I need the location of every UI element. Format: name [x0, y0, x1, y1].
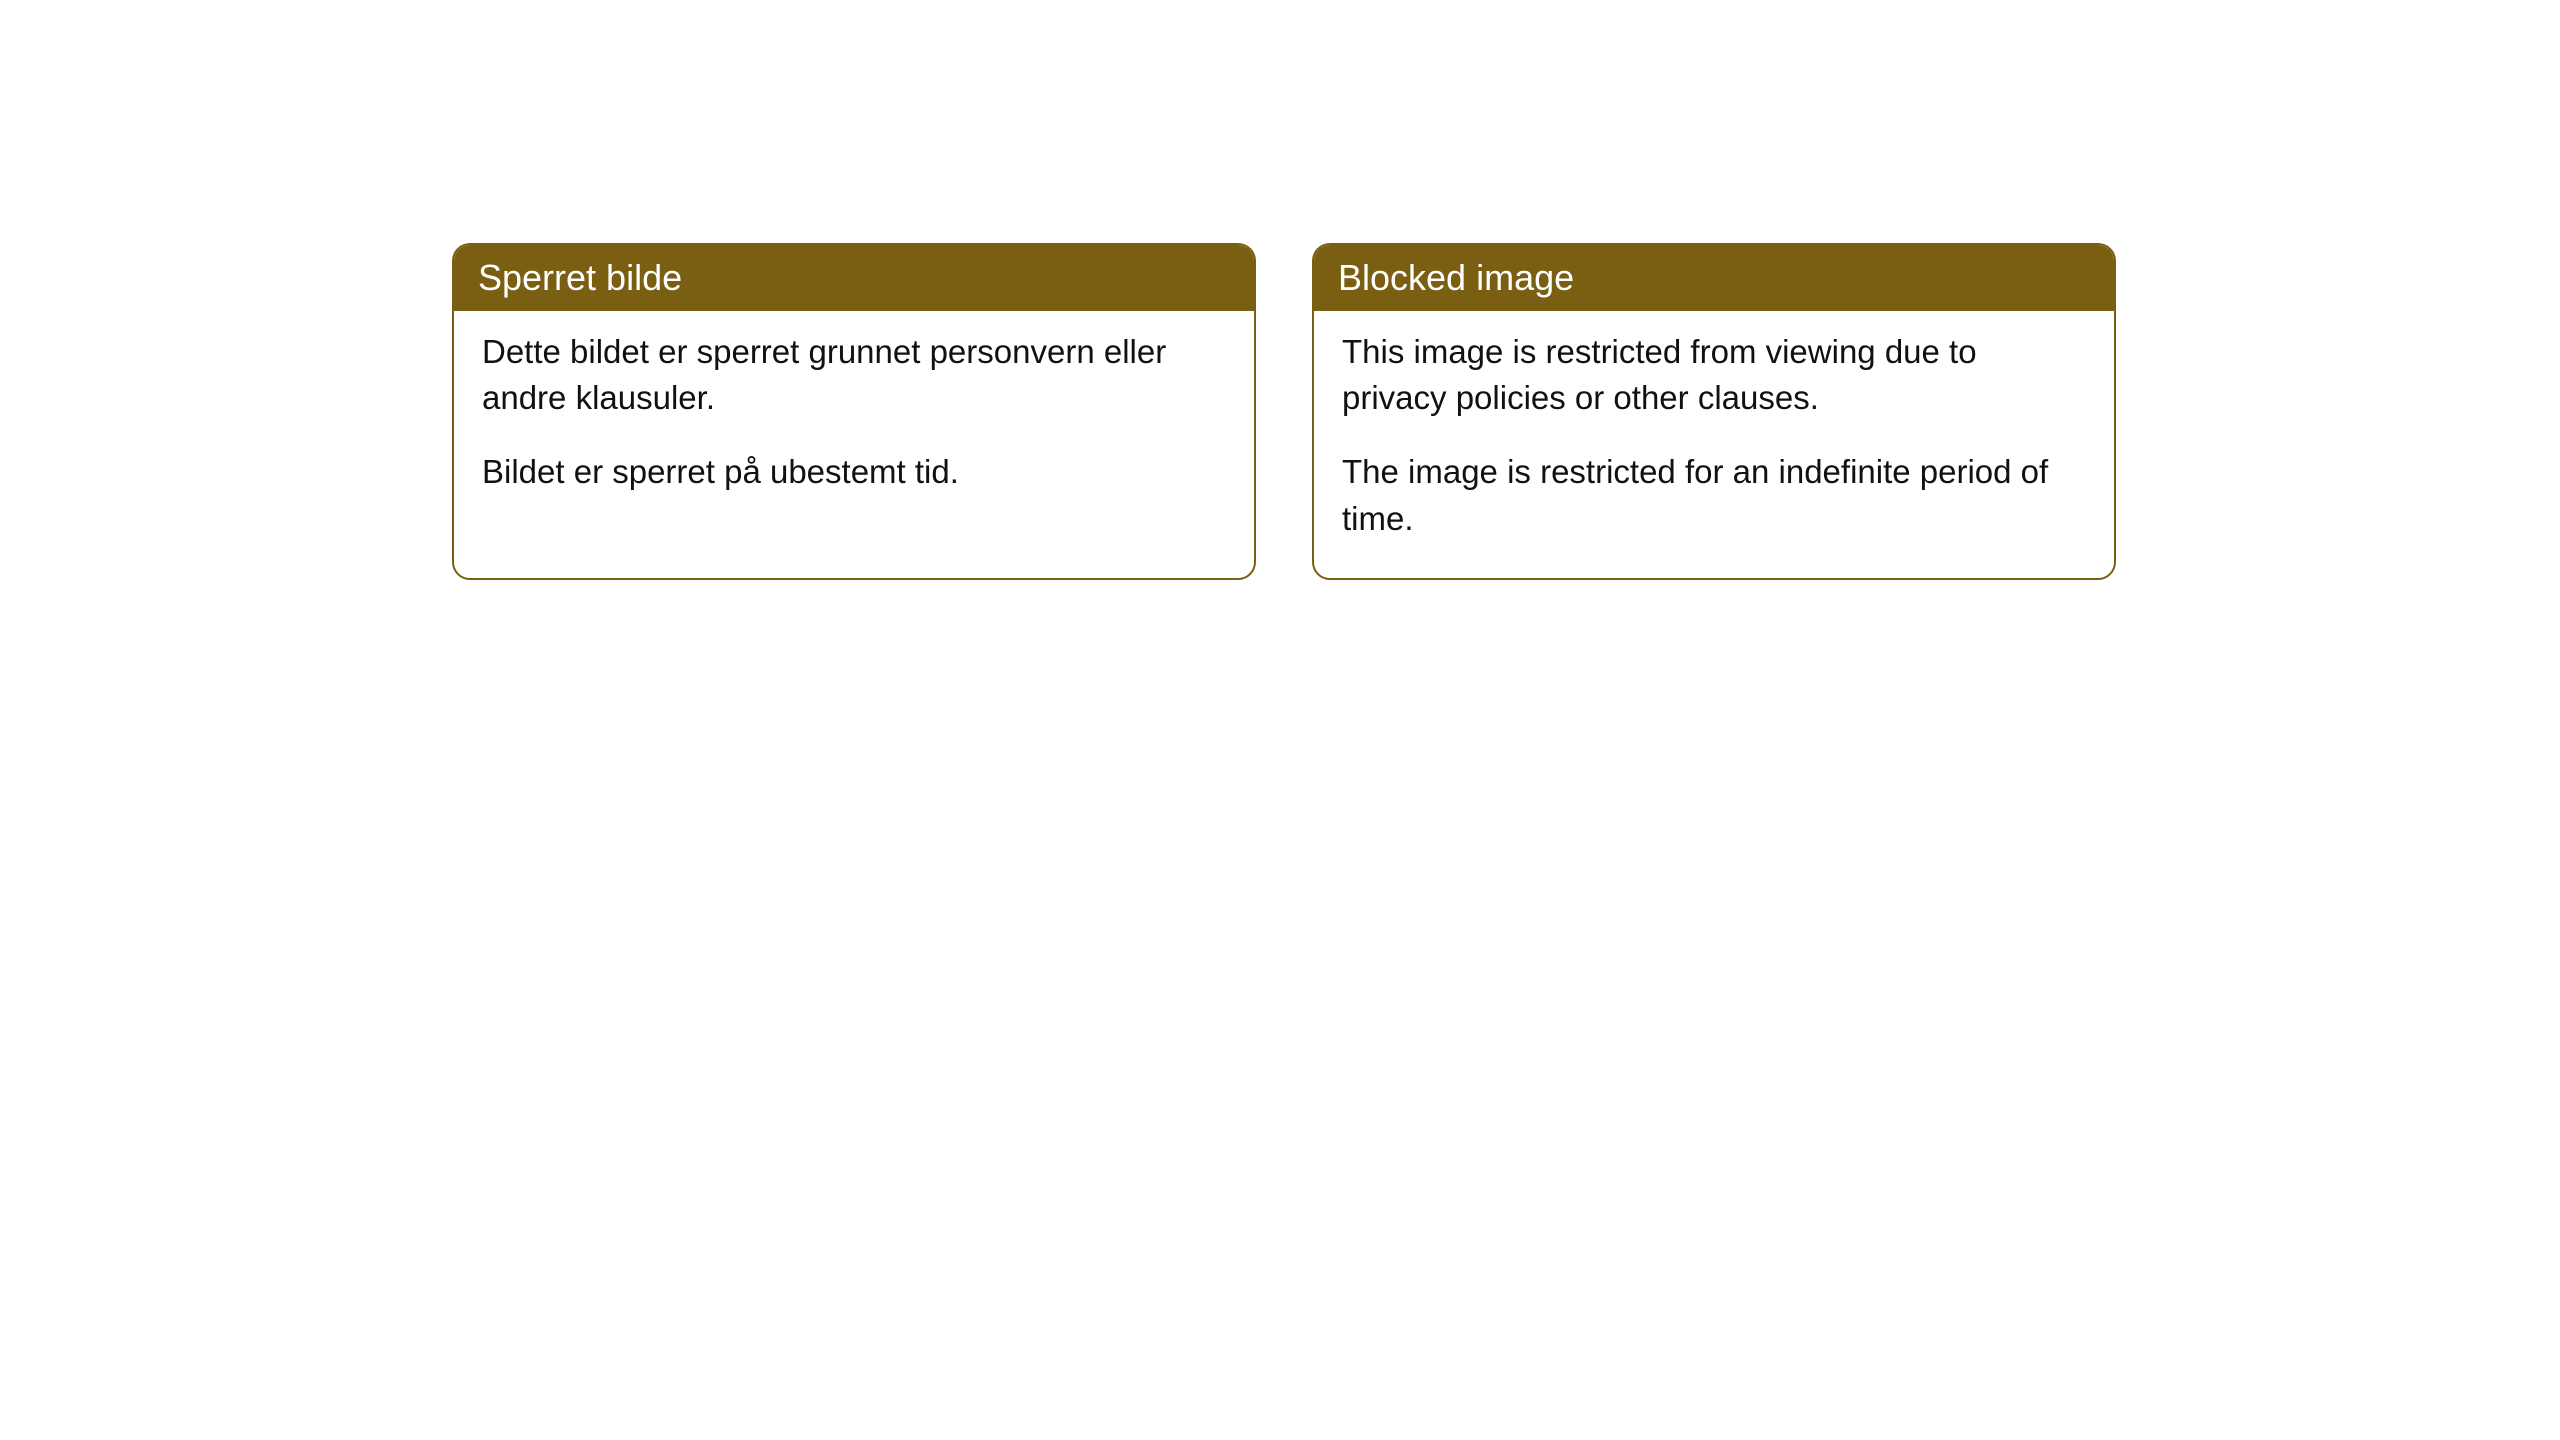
notice-body-english: This image is restricted from viewing du… — [1314, 311, 2114, 578]
notice-header-norwegian: Sperret bilde — [454, 245, 1254, 311]
notice-paragraph: Dette bildet er sperret grunnet personve… — [482, 329, 1226, 421]
notice-body-norwegian: Dette bildet er sperret grunnet personve… — [454, 311, 1254, 532]
notice-card-english: Blocked image This image is restricted f… — [1312, 243, 2116, 580]
notice-card-norwegian: Sperret bilde Dette bildet er sperret gr… — [452, 243, 1256, 580]
notice-paragraph: The image is restricted for an indefinit… — [1342, 449, 2086, 541]
notice-paragraph: Bildet er sperret på ubestemt tid. — [482, 449, 1226, 495]
notice-container: Sperret bilde Dette bildet er sperret gr… — [452, 243, 2116, 580]
notice-header-english: Blocked image — [1314, 245, 2114, 311]
notice-paragraph: This image is restricted from viewing du… — [1342, 329, 2086, 421]
